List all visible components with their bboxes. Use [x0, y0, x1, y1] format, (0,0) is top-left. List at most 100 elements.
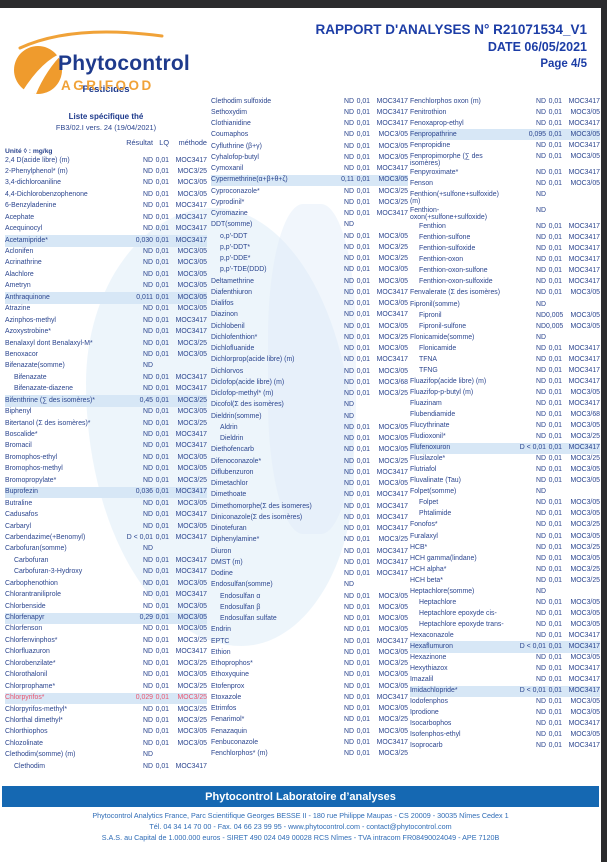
method-code: MOC3417	[376, 738, 408, 746]
lq-value: 0,01	[548, 119, 562, 127]
result-value: ND	[143, 556, 153, 564]
analyte-name: Fenoxaprop-ethyl	[410, 119, 464, 127]
result-value: ND	[143, 225, 153, 233]
method-code: MOC3/05	[378, 435, 409, 442]
result-value: ND	[143, 305, 153, 313]
table-row: Carbofuran-3-Hydroxy ND 0,01 MOC3417	[5, 567, 207, 578]
method-code: MOC3417	[568, 366, 600, 374]
lq-value: 0,01	[155, 694, 169, 702]
result-value: ND	[143, 682, 153, 690]
table-row: Acephate ND 0,01 MOC3417	[5, 212, 207, 223]
result-value: ND	[536, 234, 546, 242]
result-value: ND	[143, 751, 153, 759]
analyte-name: Furalaxyl	[410, 532, 438, 540]
lq-value: 0,01	[155, 579, 169, 587]
analyte-name: Aclonifen	[5, 248, 34, 255]
table-row: HCB* ND 0,01 MOC3/25	[410, 542, 600, 553]
method-code: MOC3417	[175, 442, 207, 450]
result-value: D < 0,01	[519, 444, 546, 452]
result-value: ND	[536, 598, 546, 606]
analyte-name: Fenpyroximate*	[410, 168, 459, 176]
brand-name: Phytocontrol	[58, 52, 190, 75]
analyte-name: Fenarimol*	[211, 716, 245, 724]
analyte-name: Chlorbenside	[5, 602, 46, 610]
method-code: MOC3/05	[570, 620, 601, 628]
method-code: MOC3417	[568, 267, 600, 275]
result-value: ND	[344, 570, 354, 577]
method-code: MOC3/05	[378, 142, 409, 150]
result-value: ND	[143, 591, 153, 599]
lq-value: 0,01	[356, 547, 370, 555]
analyte-name: Flufenoxuron	[410, 444, 451, 452]
method-code: MOC3417	[568, 234, 600, 242]
result-value: ND	[344, 120, 354, 127]
method-code: MOC3417	[376, 120, 408, 127]
method-code: MOC3/05	[570, 709, 601, 717]
lq-value: 0,01	[548, 344, 562, 352]
analyte-name: Phtalimide	[419, 510, 452, 518]
lq-value: 0,01	[548, 731, 562, 739]
result-value: ND	[344, 446, 354, 454]
lq-value: 0,01	[548, 179, 562, 187]
table-row: Fenthion(+sulfone+sulfoxide) (m) ND	[410, 189, 600, 205]
lq-value: 0,005	[546, 311, 564, 319]
table-row: Dichlorvos ND 0,01 MOC3/05	[211, 366, 408, 377]
method-code: MOC3/05	[378, 480, 409, 487]
result-value: ND	[143, 636, 153, 644]
result-value: ND	[143, 728, 153, 736]
table-row: Dicofol(Σ des isomères) ND	[211, 400, 408, 411]
table-row: Chlorfenvinphos* ND 0,01 MOC3/25	[5, 635, 207, 646]
analyte-name: Diphenylamine*	[211, 536, 260, 544]
lq-value: 0,01	[356, 592, 370, 600]
analyte-name: Diethofencarb	[211, 446, 254, 454]
result-value: ND	[344, 356, 354, 364]
result-value: ND	[536, 455, 546, 463]
analyte-name: Chlorantraniliprole	[5, 591, 61, 599]
analyte-name: Chlorothalonil	[5, 671, 48, 679]
result-value: 0,45	[139, 396, 153, 404]
table-row: Fenthion-sulfone ND 0,01 MOC3417	[410, 233, 600, 244]
analyte-name: EPTC	[211, 637, 230, 645]
lq-value: 0,01	[356, 671, 370, 679]
lq-value: 0,01	[155, 488, 169, 496]
result-value: ND	[344, 423, 354, 431]
result-value: ND	[344, 97, 354, 105]
section-version: FB3/02.I vers. 24 (19/04/2021)	[55, 123, 157, 132]
table-row: Cyprodinil* ND 0,01 MOC3/25	[211, 197, 408, 208]
method-code: MOC3417	[175, 156, 207, 164]
method-code: MOC3/05	[378, 367, 409, 375]
analyte-name: Fenthion-oxon-sulfone	[419, 267, 488, 275]
result-value: ND	[143, 362, 153, 370]
result-value: ND	[536, 388, 546, 396]
analyte-name: Chlorfluazuron	[5, 648, 50, 656]
lq-value: 0,01	[155, 682, 169, 690]
lq-value: 0,01	[155, 385, 169, 393]
analyte-name: Heptachlore(somme)	[410, 587, 475, 595]
table-row: Dimetachlor ND 0,01 MOC3/05	[211, 479, 408, 490]
method-code: MOC3/05	[177, 248, 208, 255]
table-row: Fenpropathrine 0,095 0,01 MOC3/05	[410, 129, 600, 141]
table-row: Chlorfenapyr 0,29 0,01 MOC3/05	[5, 612, 207, 624]
result-value: ND	[344, 603, 354, 611]
table-row: Fluazifop-p-butyl (m) ND 0,01 MOC3/05	[410, 387, 600, 398]
method-code: MOC3417	[175, 385, 207, 393]
analyte-name: Cymoxanil	[211, 165, 244, 172]
analyte-name: Chlorthiophos	[5, 728, 48, 736]
analyte-name: Diazinon	[211, 311, 238, 319]
lq-value: 0,01	[356, 198, 370, 206]
results-column-3: Fenchlorphos oxon (m) ND 0,01 MOC3417 Fenitr…	[410, 96, 600, 752]
method-code: MOC3417	[376, 288, 408, 296]
result-value: ND	[536, 168, 546, 176]
result-value: 0,29	[139, 614, 153, 621]
table-row: Chlorfluazuron ND 0,01 MOC3417	[5, 647, 207, 658]
lq-value: 0,01	[155, 614, 169, 621]
analyte-name: Flucythrinate	[410, 422, 450, 430]
result-value: ND	[536, 698, 546, 706]
method-code: MOC3/05	[378, 705, 409, 712]
lq-value: 0,01	[356, 626, 370, 634]
result-value: ND	[536, 245, 546, 253]
method-code: MOC3/05	[570, 609, 601, 617]
table-row: Dieldrin(somme) ND	[211, 411, 408, 422]
method-code: MOC3/25	[570, 576, 601, 584]
lq-value: 0,01	[548, 411, 562, 418]
